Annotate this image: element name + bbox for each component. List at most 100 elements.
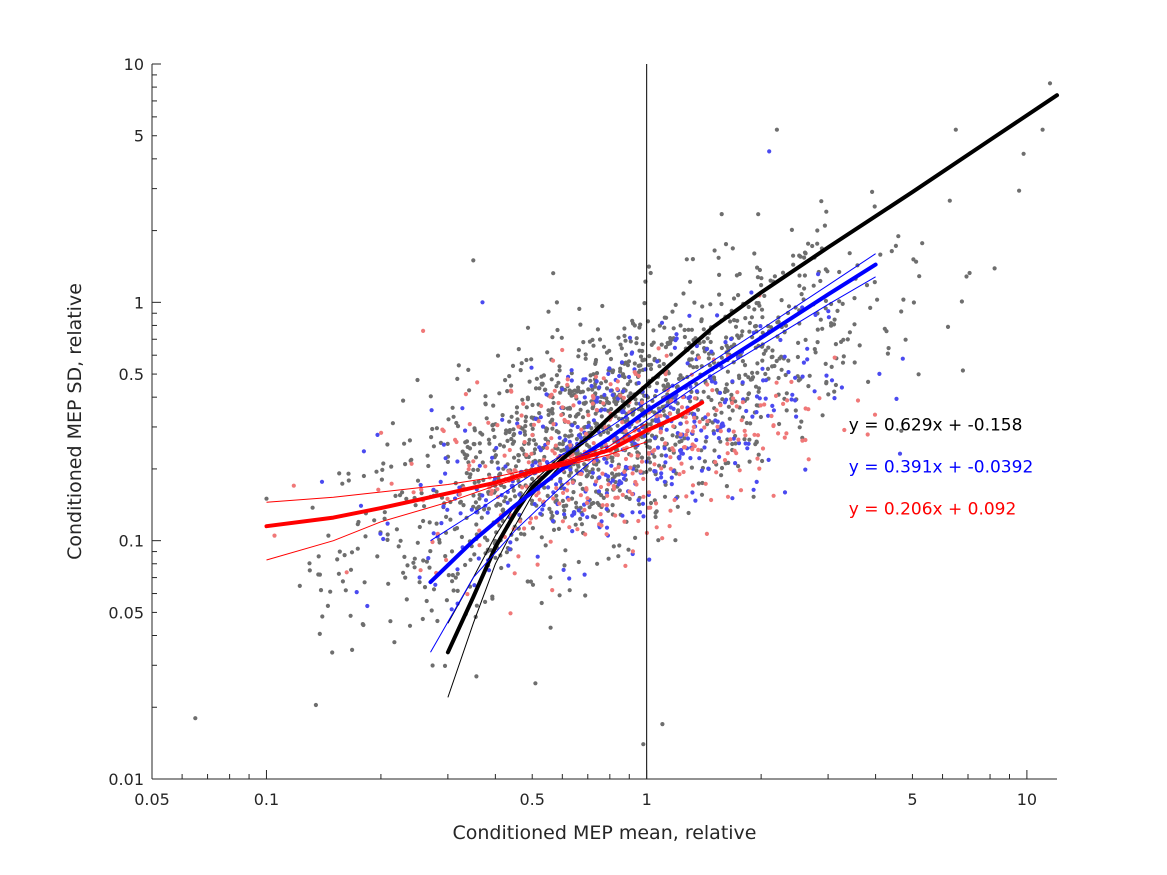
scatter-point-salmon [565,488,570,493]
scatter-point-salmon [548,394,553,399]
scatter-point-gray [539,600,544,606]
scatter-point-gray [870,189,875,194]
scatter-point-gray [492,434,497,440]
scatter-point-blue [564,445,570,450]
scatter-point-blue [508,540,513,545]
scatter-point-blue [630,510,635,515]
scatter-point-blue [703,415,708,420]
scatter-point-salmon [692,396,698,401]
scatter-point-gray [497,523,502,528]
scatter-point-salmon [565,377,570,382]
scatter-point-blue [610,392,615,398]
scatter-point-gray [699,492,705,497]
scatter-point-gray [731,296,737,301]
scatter-point-gray [337,471,342,476]
scatter-point-blue [790,392,795,397]
scatter-point-salmon [737,468,742,473]
scatter-point-gray [616,335,621,340]
scatter-point-gray [578,482,583,487]
scatter-point-gray [398,538,403,543]
scatter-point-gray [703,439,708,444]
scatter-point-gray [730,441,735,447]
scatter-point-salmon [618,393,623,398]
scatter-point-gray [475,467,480,472]
scatter-point-blue [441,442,446,447]
scatter-point-gray [638,354,644,359]
scatter-point-gray [454,526,460,531]
scatter-point-gray [624,495,629,500]
scatter-point-blue [589,383,594,389]
scatter-point-gray [604,396,609,401]
scatter-point-gray [567,406,573,411]
scatter-point-salmon [677,472,682,477]
scatter-point-gray [606,556,611,561]
scatter-point-salmon [521,401,526,406]
scatter-point-gray [483,599,488,605]
scatter-point-gray [550,426,555,431]
scatter-point-gray [514,537,519,542]
scatter-point-gray [659,342,664,347]
scatter-point-blue [800,374,805,379]
scatter-point-salmon [630,549,636,554]
scatter-point-salmon [486,420,491,425]
scatter-point-salmon [590,401,595,406]
scatter-point-gray [401,570,406,575]
scatter-point-gray [914,259,919,264]
scatter-point-gray [385,532,390,537]
scatter-point-gray [473,455,479,460]
scatter-point-salmon [522,440,527,445]
scatter-point-gray [554,498,559,503]
scatter-point-gray [471,493,476,498]
scatter-point-blue [554,482,559,487]
scatter-point-gray [791,262,796,267]
scatter-point-salmon [560,519,566,524]
scatter-point-salmon [608,382,613,387]
scatter-point-gray [623,352,629,357]
scatter-point-gray [760,315,765,320]
scatter-point-gray [717,272,722,277]
scatter-point-gray [686,510,691,516]
scatter-point-gray [605,399,610,404]
scatter-point-gray [793,408,798,413]
scatter-point-gray [789,227,795,232]
scatter-point-gray [549,377,554,382]
x-tick-label: 0.5 [519,790,544,809]
scatter-point-gray [320,614,325,619]
scatter-point-gray [450,405,455,410]
scatter-point-salmon [552,388,557,393]
scatter-point-gray [610,455,615,460]
scatter-point-blue [494,445,499,451]
scatter-point-blue [568,467,573,472]
scatter-point-gray [466,460,471,465]
scatter-point-salmon [639,459,645,464]
scatter-point-gray [760,458,765,464]
scatter-point-gray [429,435,434,440]
scatter-point-salmon [668,411,673,416]
scatter-point-gray [579,522,585,527]
scatter-point-blue [636,498,641,503]
scatter-point-gray [348,567,354,572]
scatter-point-salmon [696,447,701,452]
scatter-point-gray [417,580,422,585]
scatter-point-blue [653,418,659,424]
scatter-point-gray [608,427,613,432]
scatter-point-salmon [272,533,277,538]
scatter-point-blue [544,460,550,465]
scatter-point-gray [474,603,479,608]
scatter-point-gray [728,319,733,324]
scatter-point-blue [754,479,759,484]
scatter-point-gray [362,580,367,585]
scatter-point-gray [424,598,429,604]
scatter-point-salmon [832,355,837,360]
scatter-point-salmon [679,405,685,410]
scatter-point-gray [903,337,908,342]
fit-line-black [445,93,1059,655]
scatter-point-gray [461,503,466,508]
scatter-point-gray [763,371,768,377]
scatter-point-blue [758,324,763,329]
scatter-point-blue [533,416,538,421]
scatter-point-salmon [613,467,618,472]
scatter-point-gray [673,302,678,307]
y-tick-label: 5 [134,127,144,146]
scatter-point-gray [748,421,753,426]
